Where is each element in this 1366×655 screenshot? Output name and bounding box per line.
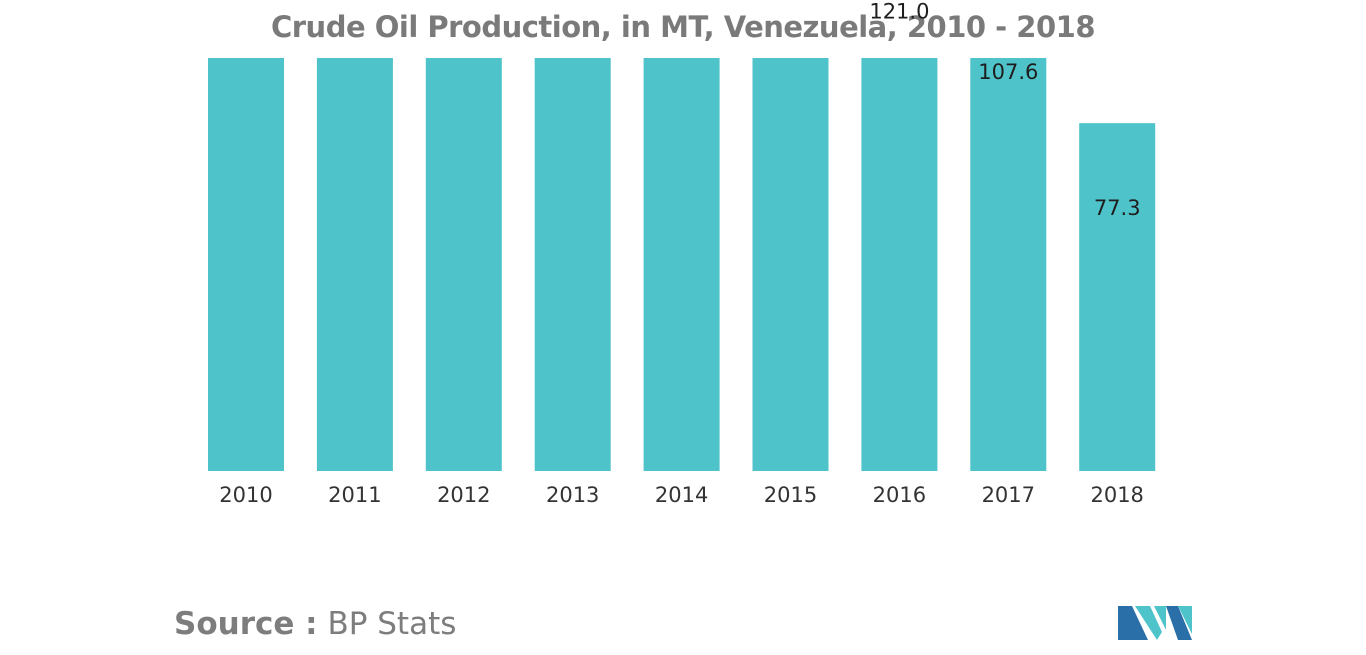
bar-2010 xyxy=(208,58,284,471)
bar-2011 xyxy=(316,58,393,471)
x-tick-label-2018: 2018 xyxy=(1090,483,1143,507)
bar-2016 xyxy=(861,58,938,471)
source-label: Source : xyxy=(174,606,318,642)
bar-2013 xyxy=(534,58,611,471)
data-label-2017: 107.6 xyxy=(978,60,1038,84)
x-tick-label-2010: 2010 xyxy=(219,483,272,507)
chart-title: Crude Oil Production, in MT, Venezuela, … xyxy=(270,10,1096,44)
bar-2018 xyxy=(1079,123,1156,472)
x-tick-label-2015: 2015 xyxy=(764,483,817,507)
x-tick-label-2017: 2017 xyxy=(982,483,1035,507)
source-note: Source : BP Stats xyxy=(174,606,456,642)
data-label-2016: 121.0 xyxy=(869,0,929,24)
bar-2015 xyxy=(752,58,829,471)
bar-2017 xyxy=(970,58,1047,471)
bar-2012 xyxy=(425,58,502,471)
x-tick-label-2013: 2013 xyxy=(546,483,599,507)
x-tick-label-2011: 2011 xyxy=(328,483,381,507)
brand-logo-icon xyxy=(1118,606,1192,640)
x-tick-label-2016: 2016 xyxy=(873,483,926,507)
x-tick-label-2014: 2014 xyxy=(655,483,708,507)
source-value: BP Stats xyxy=(327,606,457,642)
x-tick-label-2012: 2012 xyxy=(437,483,490,507)
data-label-2018: 77.3 xyxy=(1094,196,1141,220)
bar-2014 xyxy=(643,58,720,471)
bar-chart: 145.82010141.52011139.32012137.82013138.… xyxy=(208,0,1156,507)
